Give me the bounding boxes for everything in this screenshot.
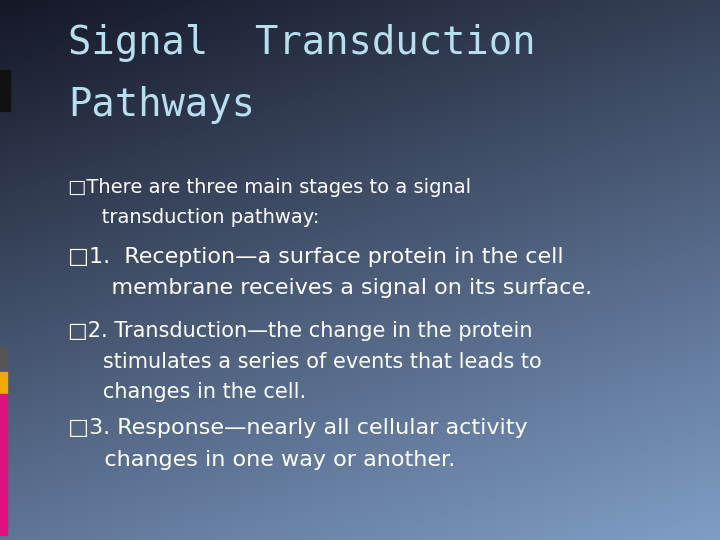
Text: □There are three main stages to a signal: □There are three main stages to a signal — [68, 178, 472, 197]
Text: stimulates a series of events that leads to: stimulates a series of events that leads… — [83, 352, 541, 372]
Text: changes in the cell.: changes in the cell. — [83, 382, 306, 402]
Text: transduction pathway:: transduction pathway: — [83, 208, 319, 227]
Text: □3. Response—nearly all cellular activity: □3. Response—nearly all cellular activit… — [68, 418, 528, 438]
Text: membrane receives a signal on its surface.: membrane receives a signal on its surfac… — [83, 278, 592, 298]
Bar — [0, 70, 10, 111]
Text: Signal  Transduction: Signal Transduction — [68, 24, 536, 62]
Text: Pathways: Pathways — [68, 86, 256, 124]
Bar — [0, 372, 7, 393]
Bar — [0, 394, 7, 535]
Text: □1.  Reception—a surface protein in the cell: □1. Reception—a surface protein in the c… — [68, 247, 564, 267]
Text: changes in one way or another.: changes in one way or another. — [83, 450, 455, 470]
Bar — [0, 348, 7, 370]
Text: □2. Transduction—the change in the protein: □2. Transduction—the change in the prote… — [68, 321, 533, 341]
